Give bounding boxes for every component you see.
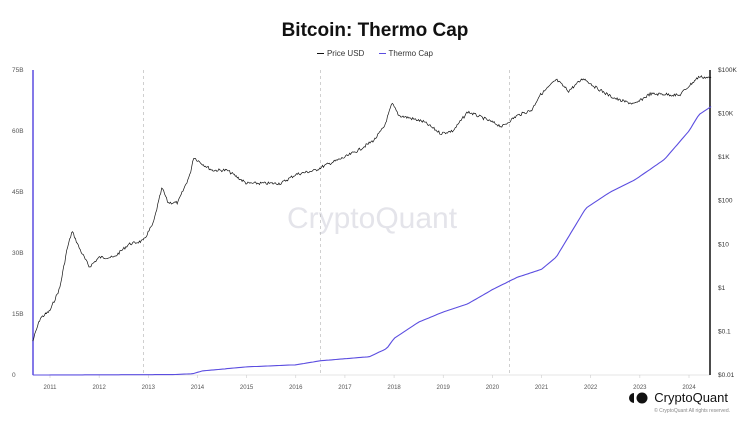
legend-label-price: Price USD: [326, 49, 365, 58]
x-tick-label: 2022: [584, 385, 598, 391]
y-right-tick-label: $0.1: [718, 328, 731, 335]
x-tick-label: 2015: [240, 385, 254, 391]
series-line-price-usd: [32, 75, 712, 342]
y-right-tick-label: $10: [718, 241, 729, 248]
x-tick-label: 2014: [191, 385, 205, 391]
x-tick-label: 2021: [535, 385, 549, 391]
x-tick-label: 2024: [682, 385, 696, 391]
brand-logo: CryptoQuant: [628, 390, 728, 405]
y-left-tick-label: 30B: [12, 250, 24, 257]
y-left-tick-label: 0: [12, 372, 16, 379]
x-tick-label: 2020: [486, 385, 500, 391]
y-right-tick-label: $1: [718, 285, 726, 292]
legend-label-thermo: Thermo Cap: [388, 49, 434, 58]
y-right-tick-label: $1K: [718, 154, 730, 161]
y-left-tick-label: 45B: [12, 189, 24, 196]
series-line-thermo-cap: [32, 106, 712, 376]
cryptoquant-logo-icon: [629, 392, 648, 403]
legend-item-price[interactable]: Price USD: [316, 49, 365, 58]
x-tick-label: 2018: [387, 385, 401, 391]
x-tick-label: 2019: [437, 385, 451, 391]
y-right-tick-label: $0.01: [718, 372, 735, 379]
legend-swatch-price: [316, 53, 324, 55]
y-right-tick-label: $100K: [718, 67, 737, 74]
y-left-tick-label: 75B: [12, 67, 24, 74]
legend-swatch-thermo: [378, 53, 386, 55]
legend: Price USD Thermo Cap: [0, 49, 750, 58]
y-right-tick-label: $10K: [718, 111, 734, 118]
x-tick-label: 2023: [633, 385, 647, 391]
legend-item-thermo[interactable]: Thermo Cap: [378, 49, 434, 58]
copyright: © CryptoQuant All rights reserved.: [654, 408, 730, 414]
x-tick-label: 2011: [44, 385, 58, 391]
brand-name: CryptoQuant: [654, 390, 728, 405]
x-tick-label: 2016: [289, 385, 303, 391]
y-left-tick-label: 60B: [12, 128, 24, 135]
x-tick-label: 2013: [142, 385, 156, 391]
x-tick-label: 2017: [338, 385, 352, 391]
chart-title: Bitcoin: Thermo Cap: [281, 20, 469, 41]
x-tick-label: 2012: [92, 385, 106, 391]
y-right-tick-label: $100: [718, 198, 733, 205]
y-left-tick-label: 15B: [12, 311, 24, 318]
watermark: CryptoQuant: [287, 202, 458, 235]
